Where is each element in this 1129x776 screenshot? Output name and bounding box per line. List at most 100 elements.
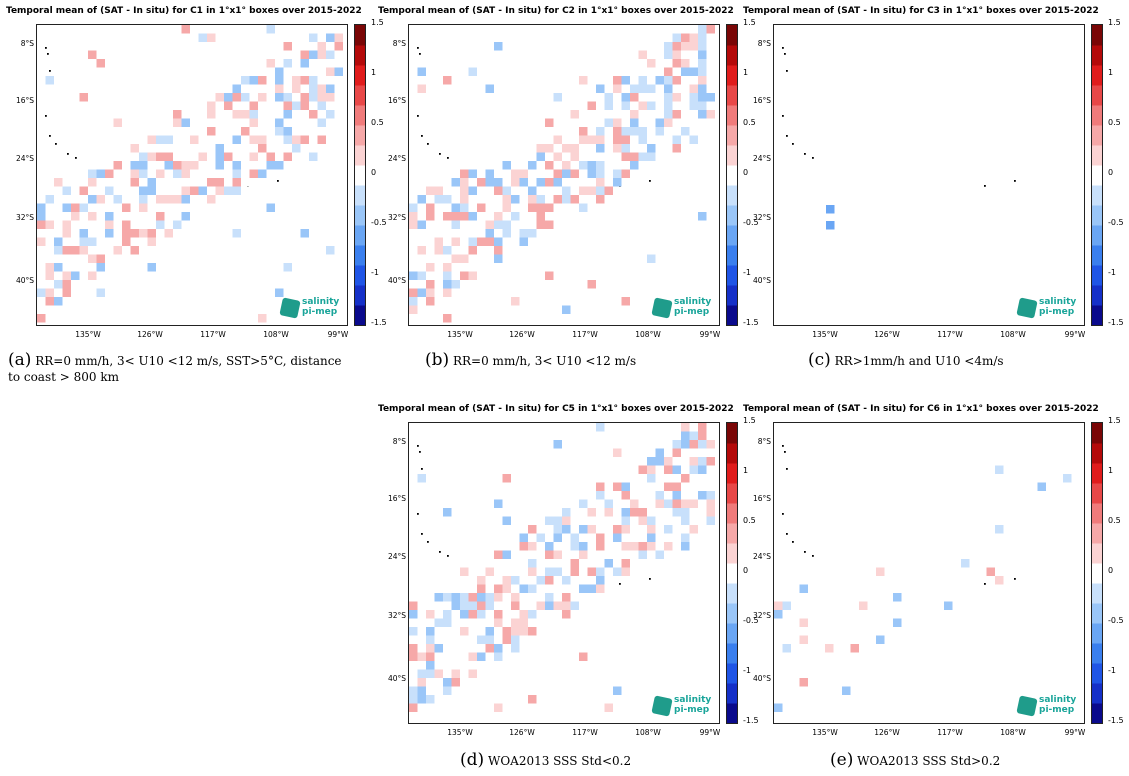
heatmap-cell: [587, 508, 596, 517]
caption-label: (e): [830, 750, 854, 770]
heatmap-cell: [173, 161, 182, 170]
colorbar-bin: [1092, 245, 1102, 266]
logo-line2: pi-mep: [1039, 307, 1075, 317]
colorbar-bin: [1092, 603, 1102, 624]
heatmap-cell: [409, 627, 418, 636]
y-tick: 24°S: [387, 154, 406, 163]
heatmap-cell: [638, 516, 647, 525]
heatmap-cell: [232, 169, 241, 178]
heatmap-cell: [596, 533, 605, 542]
heatmap-cell: [786, 81, 795, 90]
heatmap-cell: [96, 288, 105, 297]
heatmap-cell: [181, 25, 190, 34]
heatmap-cell: [417, 652, 426, 661]
heatmap-cell: [443, 610, 452, 619]
x-tick: 99°W: [327, 330, 349, 339]
x-tick: 126°W: [509, 330, 535, 339]
heatmap-cell: [417, 474, 426, 483]
heatmap-cell: [511, 635, 520, 644]
logo-line2: pi-mep: [674, 705, 710, 715]
panel-b: Temporal mean of (SAT - In situ) for C2 …: [378, 6, 759, 346]
heatmap-cell: [88, 169, 97, 178]
heatmap-cell: [156, 135, 165, 144]
heatmap-cell: [698, 482, 707, 491]
heatmap-cell: [426, 220, 435, 229]
island: [786, 468, 788, 470]
heatmap-cell: [207, 101, 216, 110]
heatmap-cell: [468, 610, 477, 619]
heatmap-cell: [536, 169, 545, 178]
caption-text: RR=0 mm/h, 3< U10 <12 m/s: [452, 354, 637, 368]
heatmap-cell: [485, 593, 494, 602]
heatmap-cell: [536, 178, 545, 187]
island: [75, 157, 77, 159]
colorbar-tick: -0.5: [743, 616, 759, 625]
heatmap-cell: [460, 178, 469, 187]
x-tick: 135°W: [447, 728, 473, 737]
heatmap-cell: [630, 118, 639, 127]
x-tick: 126°W: [874, 728, 900, 737]
y-tick: 16°S: [752, 96, 771, 105]
heatmap-cell: [434, 644, 443, 653]
colorbar-bin: [355, 125, 365, 146]
heatmap-cell: [562, 601, 571, 610]
heatmap-cell: [519, 229, 528, 238]
y-tick: 40°S: [387, 276, 406, 285]
heatmap-cell: [672, 59, 681, 68]
caption-text: WOA2013 SSS Std<0.2: [487, 754, 632, 768]
heatmap-cell: [613, 474, 622, 483]
heatmap-cell: [511, 601, 520, 610]
heatmap-cell: [638, 50, 647, 59]
heatmap-cell: [241, 178, 250, 187]
heatmap-cell: [579, 135, 588, 144]
heatmap-cell: [417, 288, 426, 297]
heatmap-cell: [181, 118, 190, 127]
heatmap-cell: [638, 482, 647, 491]
colorbar-scale: [727, 423, 737, 724]
heatmap-cell: [130, 178, 139, 187]
heatmap-cell: [528, 610, 537, 619]
heatmap-cell: [570, 195, 579, 204]
heatmap-cell: [672, 110, 681, 119]
heatmap-cell: [706, 499, 715, 508]
island: [786, 533, 788, 535]
heatmap-cell: [562, 593, 571, 602]
heatmap-cell: [706, 457, 715, 466]
colorbar-tick: -0.5: [1108, 218, 1124, 227]
heatmap-cell: [579, 584, 588, 593]
heatmap-cell: [426, 169, 435, 178]
heatmap-cell: [460, 203, 469, 212]
heatmap-cell: [545, 144, 554, 153]
heatmap-cell: [502, 229, 511, 238]
heatmap-cell: [562, 169, 571, 178]
island: [619, 583, 621, 585]
heatmap-cell: [232, 144, 241, 153]
heatmap-cell: [130, 161, 139, 170]
heatmap-cell: [502, 203, 511, 212]
heatmap-cell: [587, 135, 596, 144]
heatmap-cell: [494, 42, 503, 51]
heatmap-cell: [477, 593, 486, 602]
heatmap-cell: [502, 516, 511, 525]
heatmap-cell: [156, 127, 165, 136]
heatmap-cell: [842, 686, 851, 695]
heatmap-cell: [249, 118, 258, 127]
heatmap-cell: [706, 448, 715, 457]
heatmap-cell: [164, 229, 173, 238]
heatmap-cell: [434, 263, 443, 272]
heatmap-cell: [621, 593, 630, 602]
heatmap-cells: [37, 25, 343, 323]
heatmap-cell: [698, 440, 707, 449]
heatmap-cell: [409, 305, 418, 314]
heatmap-cell: [519, 169, 528, 178]
heatmap-cell: [443, 246, 452, 255]
colorbar-bin: [727, 85, 737, 106]
heatmap-cell: [249, 76, 258, 85]
heatmap-cell: [664, 474, 673, 483]
colorbar-scale: [727, 25, 737, 326]
heatmap-cell: [45, 195, 54, 204]
heatmap-cell: [511, 593, 520, 602]
heatmap-cell: [300, 93, 309, 102]
heatmap-cell: [300, 135, 309, 144]
colorbar: [726, 422, 738, 724]
